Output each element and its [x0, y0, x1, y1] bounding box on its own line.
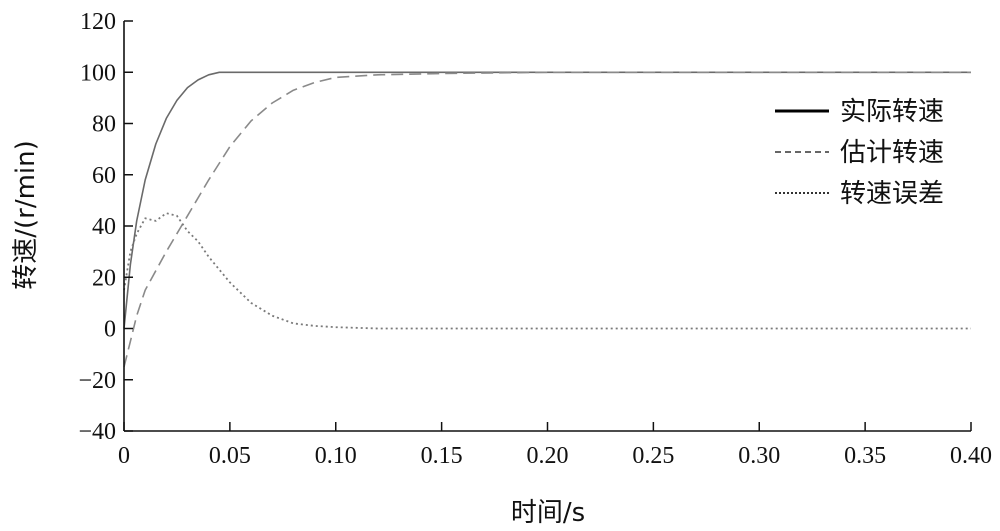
legend-label-1: 实际转速 [840, 97, 944, 127]
legend-label-3: 转速误差 [840, 179, 944, 209]
x-tick-label: 0.15 [421, 443, 463, 469]
y-tick-label: 100 [80, 60, 116, 86]
x-tick-label: 0.30 [738, 443, 780, 469]
x-tick-label: 0.10 [315, 443, 357, 469]
y-tick-label: 80 [92, 112, 116, 138]
y-tick-label: 120 [80, 9, 116, 35]
x-axis-label: 时间/s [511, 498, 585, 528]
x-tick-label: 0.05 [209, 443, 251, 469]
y-tick-label: −40 [78, 419, 116, 445]
axes-layer [123, 21, 971, 432]
x-tick-label: 0.35 [844, 443, 886, 469]
ticks-layer: −40 −20 0 20 40 60 80 100 120 0 0.05 0.10 0.15 0.20 0.… [78, 9, 992, 469]
y-tick-label: 0 [104, 317, 116, 343]
x-tick-label: 0.40 [950, 443, 992, 469]
x-tick-label: 0 [118, 443, 130, 469]
x-tick-label: 0.20 [527, 443, 569, 469]
series-line-2 [123, 71, 971, 368]
series-layer [123, 71, 971, 368]
legend-label-2: 估计转速 [840, 138, 944, 168]
y-tick-label: −20 [78, 368, 116, 394]
y-tick-label: 40 [92, 214, 116, 240]
y-tick-label: 20 [92, 265, 116, 291]
y-axis-label: 转速/(r/min) [11, 140, 41, 290]
y-tick-label: 60 [92, 163, 116, 189]
series-line-1 [123, 71, 971, 329]
series-line-3 [123, 212, 971, 330]
x-tick-label: 0.25 [632, 443, 674, 469]
